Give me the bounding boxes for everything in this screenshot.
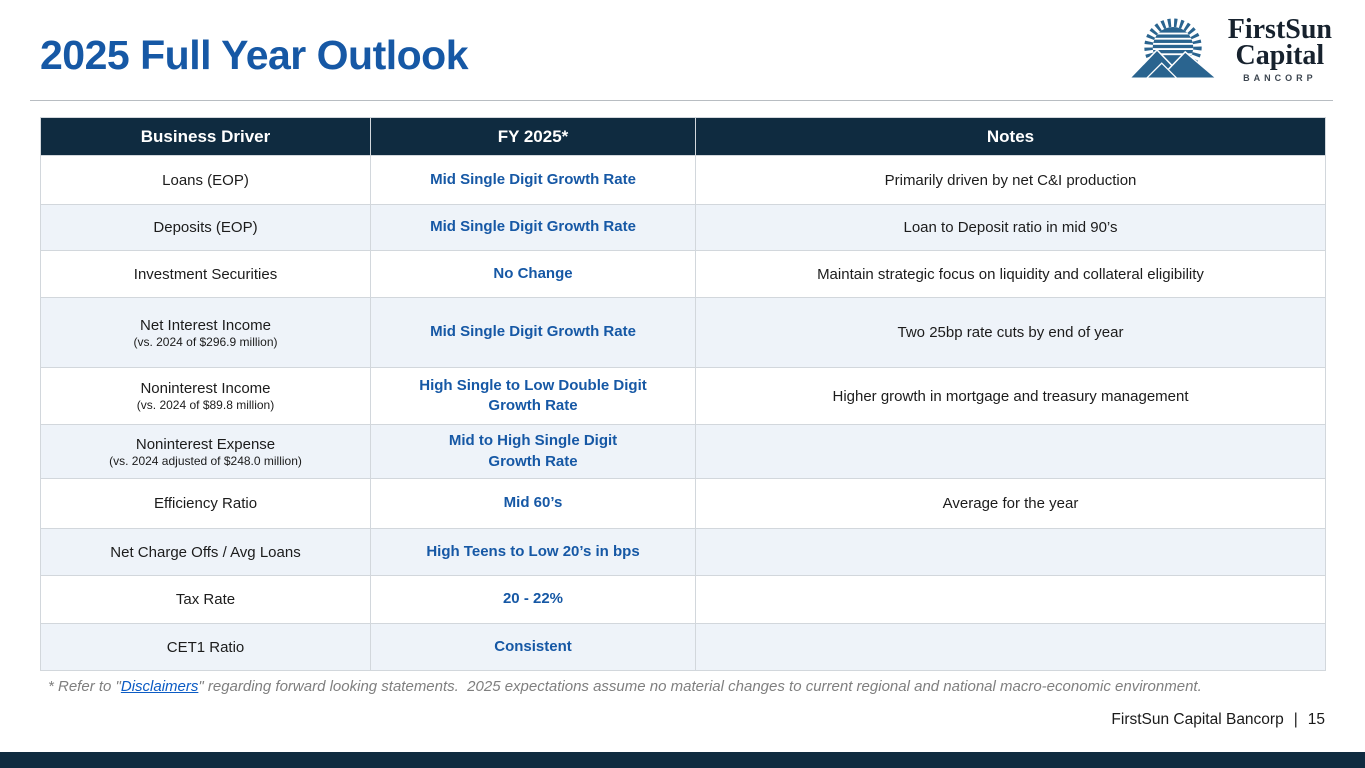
driver-cell: Noninterest Expense (vs. 2024 adjusted of… [40, 424, 371, 479]
notes-cell [695, 623, 1326, 671]
driver-cell: Tax Rate [40, 575, 371, 624]
driver-cell: Net Charge Offs / Avg Loans [40, 528, 371, 576]
driver-cell: Deposits (EOP) [40, 204, 371, 251]
notes-cell: Primarily driven by net C&I production [695, 155, 1326, 205]
company-logo: FirstSun Capital BANCORP [1126, 13, 1332, 84]
fy2025-cell: 20 - 22% [370, 575, 696, 624]
fy2025-cell: Mid to High Single Digit Growth Rate [370, 424, 696, 479]
notes-cell [695, 424, 1326, 479]
driver-label: Net Interest Income [140, 316, 271, 334]
fy2025-cell: Mid Single Digit Growth Rate [370, 155, 696, 205]
slide-footer: FirstSun Capital Bancorp | 15 [1111, 711, 1325, 729]
driver-label: Noninterest Expense [135, 435, 276, 453]
driver-label: Tax Rate [175, 591, 236, 608]
page-title: 2025 Full Year Outlook [40, 32, 469, 78]
driver-label: Loans (EOP) [162, 171, 249, 189]
fy2025-cell: Consistent [370, 623, 696, 671]
driver-label: Efficiency Ratio [153, 495, 258, 512]
notes-cell [695, 575, 1326, 624]
fy2025-cell: High Teens to Low 20’s in bps [370, 528, 696, 576]
table-header-row: Business Driver FY 2025* Notes [40, 117, 1326, 156]
footnote-suffix: " regarding forward looking statements. … [198, 678, 1202, 695]
notes-cell: Two 25bp rate cuts by end of year [695, 297, 1326, 368]
driver-label: Noninterest Income [140, 380, 271, 397]
footer-page-number: 15 [1307, 711, 1325, 728]
notes-cell: Higher growth in mortgage and treasury m… [695, 367, 1326, 425]
header-business-driver: Business Driver [40, 117, 371, 156]
driver-sublabel: (vs. 2024 of $89.8 million) [136, 398, 275, 412]
driver-label: CET1 Ratio [166, 638, 245, 656]
driver-cell: Noninterest Income (vs. 2024 of $89.8 mil… [40, 367, 371, 425]
driver-cell: CET1 Ratio [40, 623, 371, 671]
logo-name-line2: Capital [1235, 40, 1325, 71]
table-row: CET1 Ratio Consistent [40, 623, 1326, 671]
header-notes: Notes [695, 117, 1326, 156]
notes-cell: Loan to Deposit ratio in mid 90’s [695, 204, 1326, 251]
driver-sublabel: (vs. 2024 adjusted of $248.0 million) [109, 453, 302, 468]
driver-cell: Loans (EOP) [40, 155, 371, 205]
driver-cell: Net Interest Income (vs. 2024 of $296.9 m… [40, 297, 371, 368]
table-row: Noninterest Income (vs. 2024 of $89.8 mil… [40, 367, 1326, 425]
driver-label: Investment Securities [133, 265, 278, 283]
bottom-accent-bar [0, 752, 1365, 768]
table-row: Net Charge Offs / Avg Loans High Teens to… [40, 528, 1326, 576]
driver-cell: Efficiency Ratio [40, 478, 371, 529]
footer-separator: | [1293, 711, 1298, 728]
notes-cell: Maintain strategic focus on liquidity an… [695, 250, 1326, 298]
table-row: Efficiency Ratio Mid 60’s Average for the … [40, 478, 1326, 529]
outlook-table: Business Driver FY 2025* Notes Loans (EO… [40, 117, 1326, 671]
driver-label: Deposits (EOP) [153, 219, 258, 236]
notes-cell [695, 528, 1326, 576]
notes-cell: Average for the year [695, 478, 1326, 529]
driver-label: Net Charge Offs / Avg Loans [110, 543, 301, 561]
driver-sublabel: (vs. 2024 of $296.9 million) [133, 334, 278, 349]
disclaimers-link[interactable]: Disclaimers [120, 678, 199, 695]
sun-mountains-icon [1127, 18, 1219, 79]
table-row: Noninterest Expense (vs. 2024 adjusted of… [40, 424, 1326, 479]
footnote-prefix: * Refer to " [48, 678, 121, 695]
driver-cell: Investment Securities [40, 250, 371, 298]
header-fy2025: FY 2025* [370, 117, 696, 156]
logo-text: FirstSun Capital BANCORP [1227, 13, 1332, 84]
fy2025-cell: Mid 60’s [370, 478, 696, 529]
title-divider [30, 100, 1333, 101]
table-row: Net Interest Income (vs. 2024 of $296.9 m… [40, 297, 1326, 368]
fy2025-cell: High Single to Low Double Digit Growth R… [370, 367, 696, 425]
table-row: Investment Securities No Change Maintain s… [40, 250, 1326, 298]
table-row: Deposits (EOP) Mid Single Digit Growth Ra… [40, 204, 1326, 251]
logo-subtitle: BANCORP [1243, 73, 1317, 84]
fy2025-cell: Mid Single Digit Growth Rate [370, 204, 696, 251]
fy2025-cell: Mid Single Digit Growth Rate [370, 297, 696, 368]
fy2025-cell: No Change [370, 250, 696, 298]
footnote: * Refer to "Disclaimers" regarding forwa… [48, 677, 1276, 697]
footer-company: FirstSun Capital Bancorp [1111, 711, 1284, 728]
table-row: Loans (EOP) Mid Single Digit Growth Rate P… [40, 155, 1326, 205]
logo-name-line1: FirstSun [1227, 13, 1332, 45]
table-row: Tax Rate 20 - 22% [40, 575, 1326, 624]
